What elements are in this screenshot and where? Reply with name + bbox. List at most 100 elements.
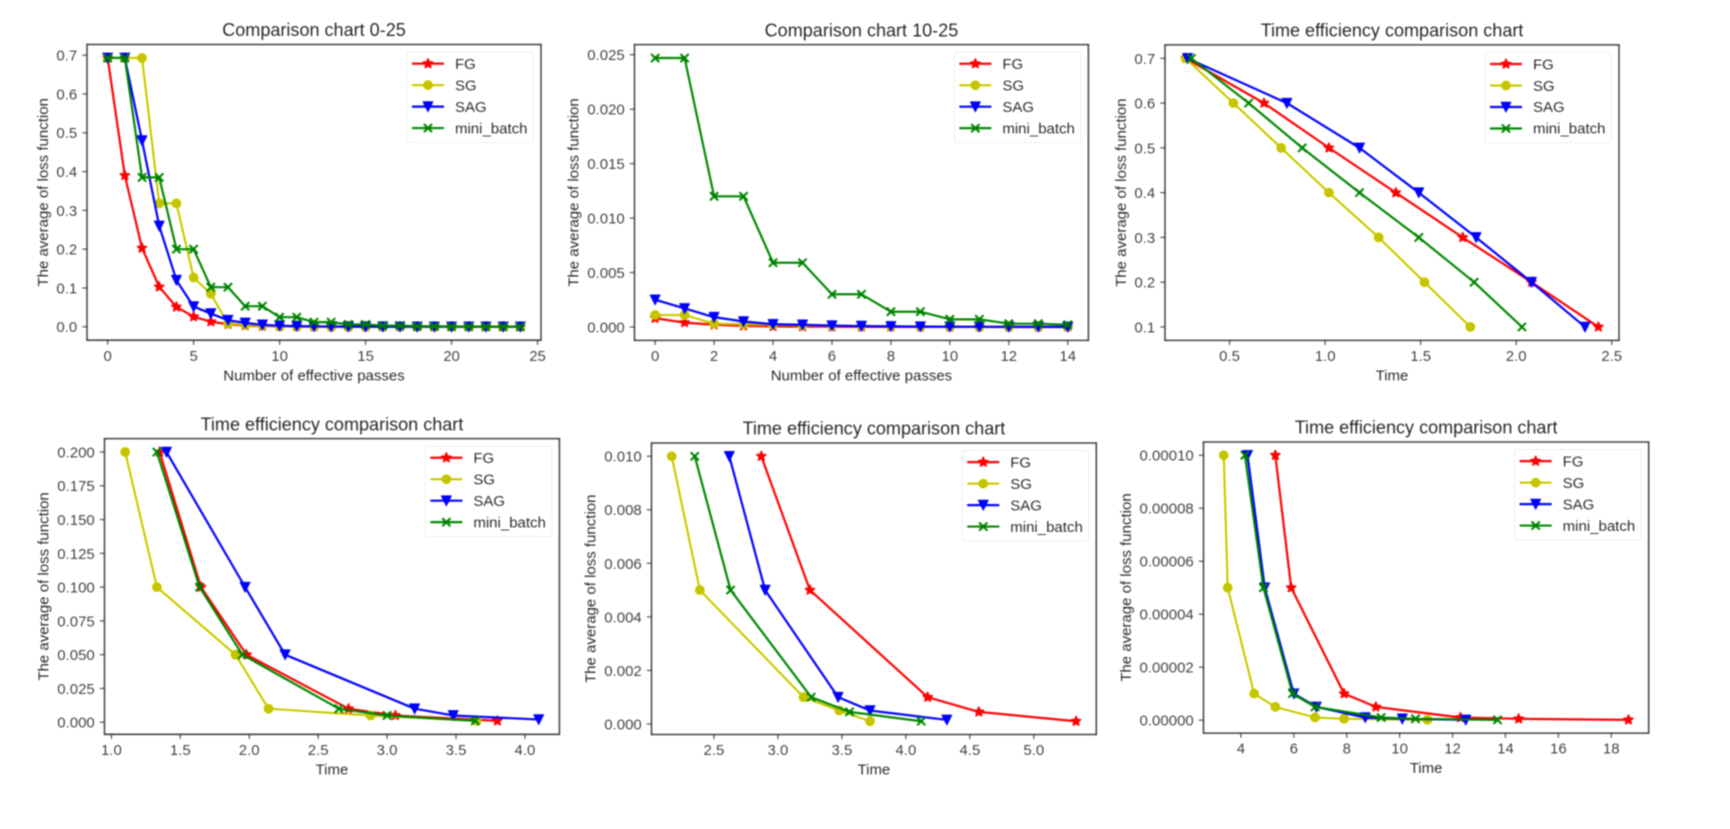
svg-text:mini_batch: mini_batch [1533, 121, 1606, 138]
svg-text:0.2: 0.2 [1134, 275, 1155, 292]
svg-text:0.050: 0.050 [57, 647, 95, 664]
svg-text:Number of effective passes: Number of effective passes [771, 368, 952, 385]
svg-text:2.5: 2.5 [1601, 348, 1622, 365]
svg-text:The average of loss function: The average of loss function [35, 98, 52, 286]
svg-text:0.000: 0.000 [57, 715, 95, 732]
svg-text:The average of loss function: The average of loss function [1113, 98, 1130, 286]
svg-text:Time efficiency comparison cha: Time efficiency comparison chart [1295, 418, 1558, 438]
svg-text:2: 2 [710, 348, 718, 365]
svg-text:0.075: 0.075 [57, 613, 95, 630]
svg-text:0.00008: 0.00008 [1140, 501, 1194, 518]
svg-text:14: 14 [1059, 348, 1076, 365]
svg-text:0.00010: 0.00010 [1140, 448, 1194, 465]
svg-text:0.3: 0.3 [56, 203, 77, 220]
svg-text:5.0: 5.0 [1023, 742, 1044, 759]
svg-text:0.008: 0.008 [604, 502, 642, 519]
svg-text:0.4: 0.4 [56, 164, 77, 181]
svg-text:FG: FG [455, 56, 476, 73]
svg-text:4.0: 4.0 [895, 742, 916, 759]
svg-text:1.5: 1.5 [170, 742, 191, 759]
svg-text:2.5: 2.5 [308, 742, 329, 759]
svg-text:1.5: 1.5 [1410, 348, 1431, 365]
svg-text:Time efficiency comparison cha: Time efficiency comparison chart [743, 419, 1006, 439]
svg-text:SG: SG [1533, 78, 1555, 95]
svg-text:1.0: 1.0 [101, 742, 122, 759]
svg-text:0.006: 0.006 [604, 556, 642, 573]
svg-text:0.010: 0.010 [587, 211, 625, 228]
svg-text:0.7: 0.7 [1134, 51, 1155, 68]
svg-text:0.004: 0.004 [604, 609, 642, 626]
svg-text:3.5: 3.5 [446, 742, 467, 759]
svg-text:0.1: 0.1 [56, 280, 77, 297]
svg-text:8: 8 [1343, 741, 1351, 758]
svg-text:3.5: 3.5 [831, 742, 852, 759]
svg-text:SG: SG [1010, 476, 1032, 493]
svg-text:0.020: 0.020 [587, 102, 625, 119]
svg-text:Time: Time [1410, 760, 1443, 777]
svg-text:mini_batch: mini_batch [1010, 519, 1083, 536]
svg-text:14: 14 [1497, 741, 1514, 758]
svg-text:SG: SG [455, 77, 477, 94]
svg-text:4: 4 [1237, 741, 1245, 758]
svg-text:SAG: SAG [473, 493, 505, 510]
svg-text:FG: FG [1010, 454, 1031, 471]
svg-text:mini_batch: mini_batch [455, 120, 528, 137]
svg-text:mini_batch: mini_batch [1563, 518, 1636, 535]
svg-text:18: 18 [1603, 741, 1620, 758]
svg-text:25: 25 [529, 348, 546, 365]
svg-text:12: 12 [1000, 348, 1017, 365]
svg-text:12: 12 [1444, 741, 1461, 758]
svg-text:3.0: 3.0 [767, 742, 788, 759]
svg-text:2.0: 2.0 [239, 742, 260, 759]
svg-text:0.6: 0.6 [56, 86, 77, 103]
svg-text:8: 8 [887, 348, 895, 365]
svg-text:0.010: 0.010 [604, 449, 642, 466]
svg-text:0.000: 0.000 [604, 716, 642, 733]
svg-text:SAG: SAG [455, 99, 487, 116]
svg-text:FG: FG [1002, 56, 1023, 73]
svg-text:0.00004: 0.00004 [1140, 607, 1194, 624]
svg-text:0.015: 0.015 [587, 156, 625, 173]
svg-text:1.0: 1.0 [1315, 348, 1336, 365]
svg-text:0: 0 [651, 348, 659, 365]
svg-text:Number of effective passes: Number of effective passes [223, 367, 404, 384]
svg-text:10: 10 [1391, 741, 1408, 758]
svg-text:0.6: 0.6 [1134, 96, 1155, 113]
svg-text:SG: SG [1002, 77, 1024, 94]
svg-text:10: 10 [942, 348, 959, 365]
svg-text:FG: FG [1563, 453, 1584, 470]
svg-text:FG: FG [473, 450, 494, 467]
svg-text:20: 20 [443, 348, 460, 365]
svg-text:15: 15 [357, 348, 374, 365]
svg-text:0.7: 0.7 [56, 48, 77, 65]
svg-text:4.5: 4.5 [959, 742, 980, 759]
svg-text:0.00002: 0.00002 [1140, 660, 1194, 677]
svg-text:mini_batch: mini_batch [1002, 120, 1075, 137]
svg-text:0.000: 0.000 [587, 319, 625, 336]
svg-text:The average of loss function: The average of loss function [583, 495, 600, 683]
svg-text:The average of loss function: The average of loss function [566, 98, 583, 286]
svg-text:0.00006: 0.00006 [1140, 554, 1194, 571]
svg-text:10: 10 [271, 348, 288, 365]
svg-text:4.0: 4.0 [515, 742, 536, 759]
svg-text:SG: SG [473, 471, 495, 488]
svg-text:0.175: 0.175 [57, 478, 95, 495]
svg-text:2.5: 2.5 [704, 742, 725, 759]
svg-text:0.00000: 0.00000 [1140, 713, 1194, 730]
svg-text:Comparison chart 10-25: Comparison chart 10-25 [765, 20, 959, 40]
svg-text:0.4: 0.4 [1134, 185, 1155, 202]
svg-text:SAG: SAG [1533, 99, 1565, 116]
svg-text:0.005: 0.005 [587, 265, 625, 282]
svg-text:0.5: 0.5 [1134, 140, 1155, 157]
svg-text:0.150: 0.150 [57, 512, 95, 529]
svg-text:SAG: SAG [1010, 497, 1042, 514]
svg-text:0.3: 0.3 [1134, 230, 1155, 247]
svg-text:Time: Time [858, 762, 891, 779]
svg-text:0.002: 0.002 [604, 663, 642, 680]
svg-text:0.125: 0.125 [57, 546, 95, 563]
svg-text:SAG: SAG [1563, 496, 1595, 513]
svg-text:6: 6 [828, 348, 836, 365]
svg-text:Time: Time [1376, 368, 1409, 385]
svg-text:5: 5 [189, 348, 197, 365]
svg-text:0.025: 0.025 [57, 681, 95, 698]
